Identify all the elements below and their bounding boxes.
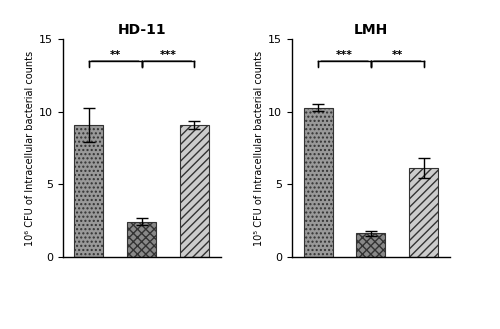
Bar [409,168,438,257]
Text: ***: *** [160,50,176,60]
Y-axis label: 10⁶ CFU of Intracellular bacterial counts: 10⁶ CFU of Intracellular bacterial count… [24,50,34,246]
Text: **: ** [110,50,121,61]
Text: ***: *** [336,50,353,60]
Bar [304,108,332,257]
Text: **: ** [392,50,403,61]
Title: HD-11: HD-11 [118,23,166,37]
Text: ***: *** [160,50,176,61]
Bar [127,222,156,257]
Title: LMH: LMH [354,23,388,37]
Bar [180,125,209,257]
Text: **: ** [110,50,121,60]
Bar [356,234,386,257]
Text: **: ** [392,50,403,60]
Bar [74,125,104,257]
Text: ***: *** [336,50,353,61]
Y-axis label: 10⁵ CFU of Intracellular bacterial counts: 10⁵ CFU of Intracellular bacterial count… [254,50,264,246]
